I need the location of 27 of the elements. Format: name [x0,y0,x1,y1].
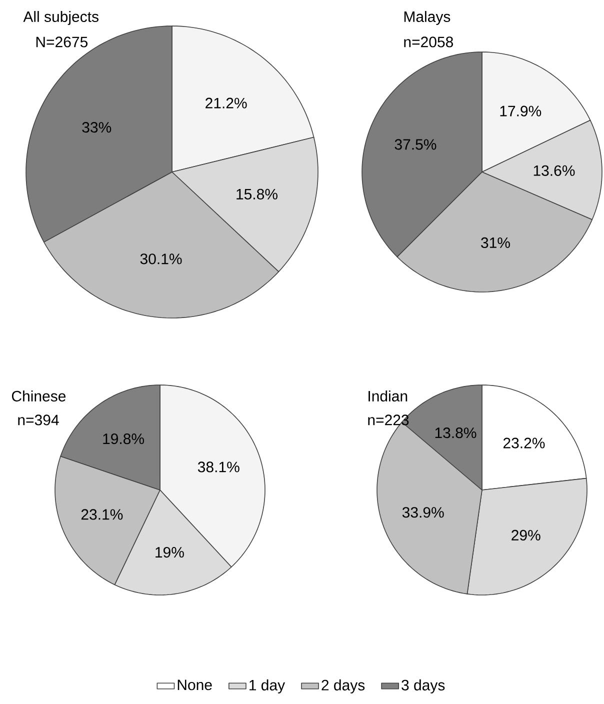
data-label: 13.8% [435,428,476,438]
data-label: 21.2% [206,98,247,108]
data-label: 30.1% [140,254,182,264]
text: N=2675 [36,36,88,48]
legend-label: 3 days [402,679,445,694]
data-label: 17.9% [500,106,542,116]
data-label: 33.9% [402,507,444,518]
chart-subtitle: n=2058 [404,36,454,48]
data-label: 15.8% [236,188,278,200]
data-label: 38.1% [198,462,240,472]
legend-label: 2 days [322,679,365,694]
data-label: 23.1% [81,509,123,520]
chart-title: All subjects [23,11,98,25]
legend-label: None [178,680,212,690]
data-label: 19% [156,546,184,558]
data-label: 31% [481,237,510,248]
data-label: 19.8% [103,433,144,444]
chart-title: Chinese [12,390,66,402]
data-label: 29% [512,530,540,541]
data-label: 23.2% [503,438,545,448]
data-label: 13.6% [534,165,575,176]
chart-title: Malays [404,11,450,25]
legend-label: 1 day [250,679,286,694]
text: n=394 [18,414,59,426]
chart-title: Indian [368,390,408,402]
data-label: 37.5% [394,139,436,150]
data-label: 33% [82,122,112,133]
